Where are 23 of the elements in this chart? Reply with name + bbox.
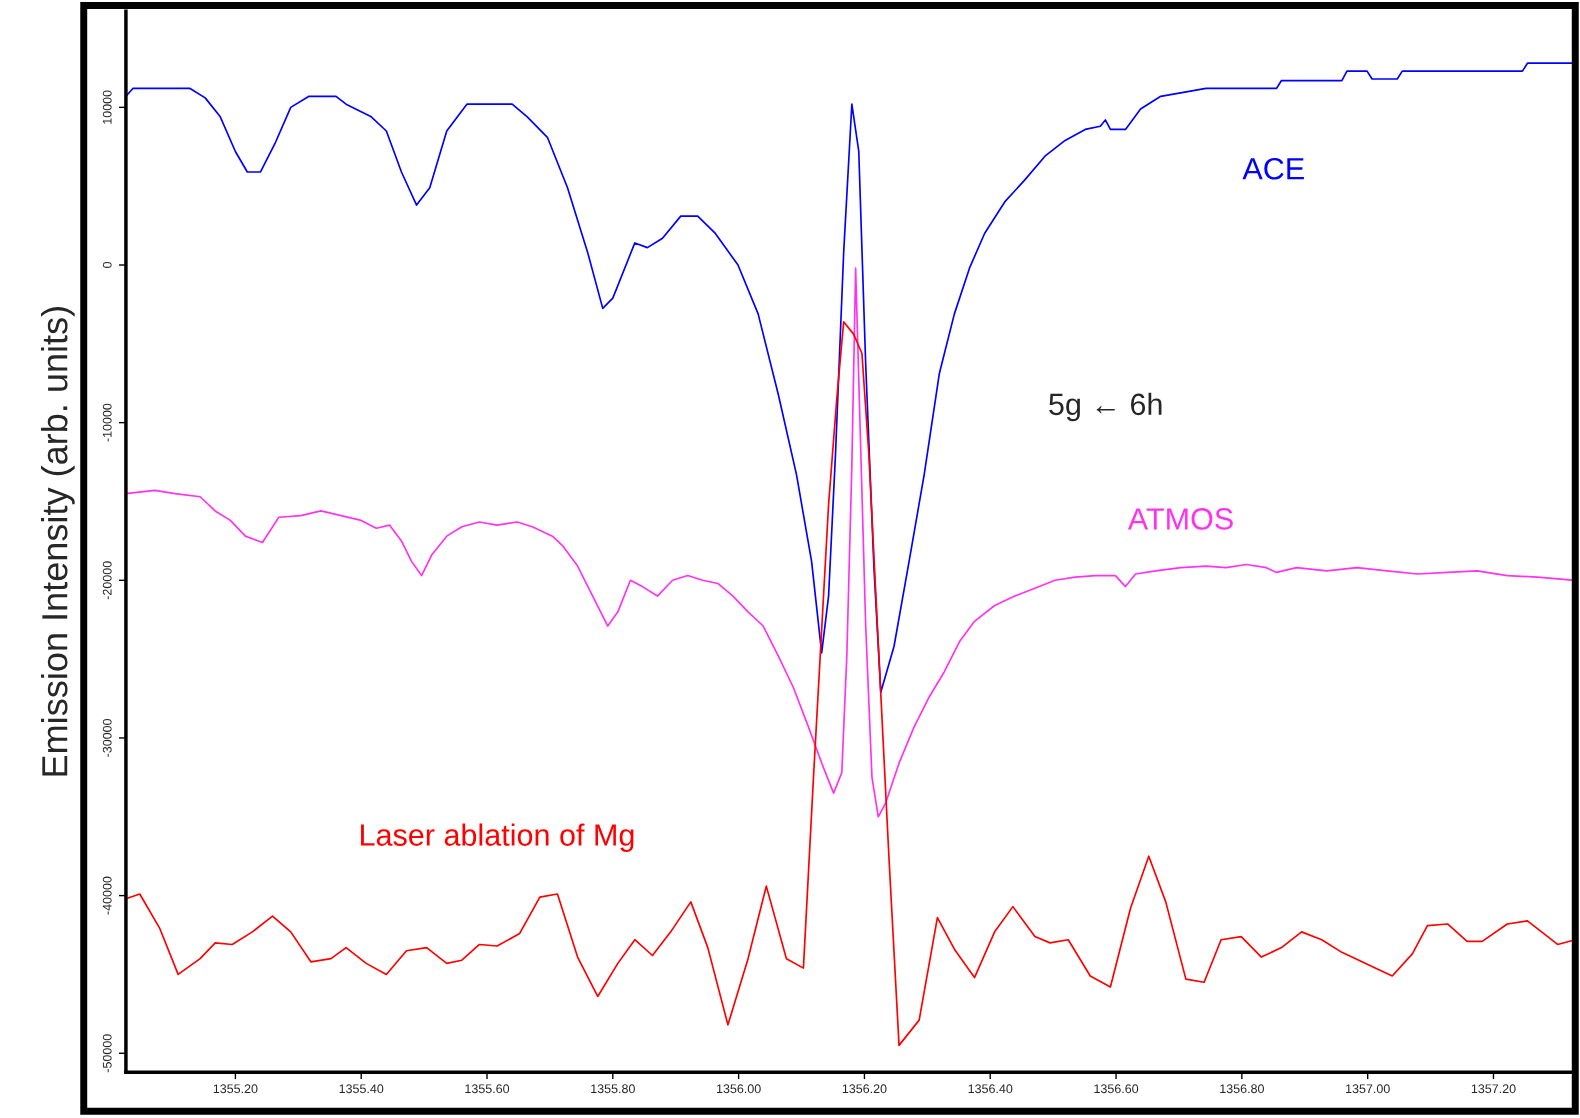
text: Laser ablation of Mg	[361, 823, 634, 852]
x-tick-label: 1357.20	[1471, 1084, 1516, 1094]
x-tick-label: 1355.80	[591, 1084, 635, 1094]
y-tick-label: -50000	[102, 1034, 112, 1073]
x-tick-label: 1356.80	[1220, 1084, 1264, 1094]
x-tick-label: 1355.60	[465, 1084, 510, 1094]
series-label: ATMOS	[1127, 508, 1233, 530]
y-tick-label: 0	[102, 262, 112, 268]
y-tick-label: -10000	[102, 403, 112, 442]
text: ACE	[1242, 157, 1304, 180]
y-tick-label: -20000	[102, 561, 112, 600]
y-tick-label: -30000	[102, 718, 112, 757]
x-tick-label: 1355.20	[213, 1084, 258, 1094]
x-tick-label: 1357.00	[1346, 1084, 1390, 1094]
x-tick-label: 1356.40	[968, 1084, 1013, 1094]
x-tick-label: 1356.60	[1094, 1084, 1139, 1094]
x-tick-label: 1355.40	[339, 1084, 384, 1094]
y-axis-title: Emission Intensity (arb. units)	[41, 307, 75, 776]
x-tick-label: 1356.20	[842, 1084, 887, 1094]
y-tick-label: -40000	[102, 876, 112, 915]
y-tick-label: 10000	[102, 90, 112, 124]
x-tick-label: 1356.00	[716, 1084, 761, 1094]
annotation: 5g ← 6h	[1049, 392, 1162, 422]
